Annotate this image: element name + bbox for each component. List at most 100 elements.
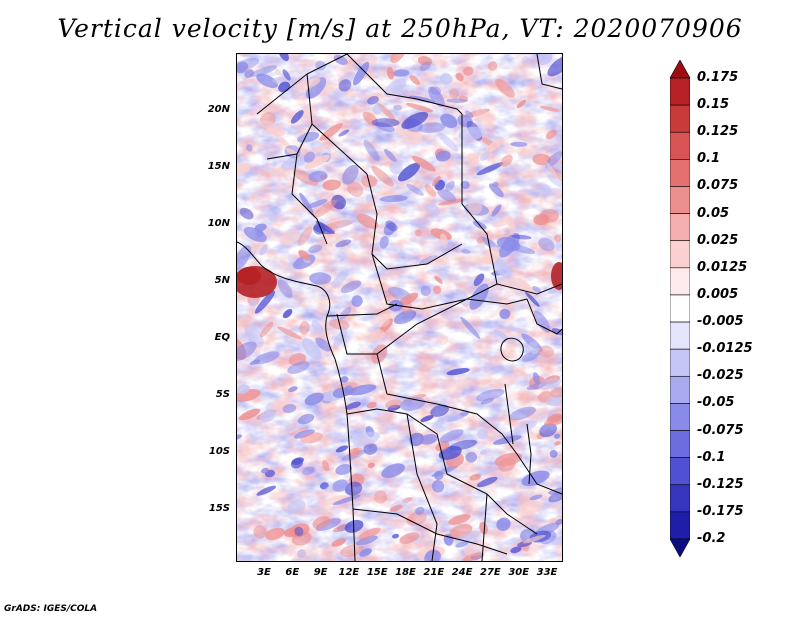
velocity-blob bbox=[332, 494, 361, 506]
velocity-blob bbox=[419, 433, 438, 445]
lake-malawi bbox=[526, 423, 532, 485]
velocity-blob bbox=[333, 329, 347, 349]
velocity-blob bbox=[495, 78, 515, 98]
velocity-blob bbox=[353, 61, 370, 86]
velocity-blob bbox=[297, 226, 313, 247]
colorbar-label: -0.1 bbox=[697, 449, 726, 465]
velocity-blob bbox=[480, 397, 494, 405]
velocity-blob bbox=[419, 61, 431, 72]
lat-label-5n: 5N bbox=[214, 275, 230, 286]
velocity-blob bbox=[274, 69, 281, 76]
velocity-blob bbox=[340, 543, 364, 558]
velocity-blob bbox=[256, 73, 278, 88]
velocity-blob bbox=[246, 144, 253, 152]
velocity-blob bbox=[280, 229, 300, 246]
colorbar-segment bbox=[670, 430, 690, 458]
colorbar-label: -0.005 bbox=[697, 314, 744, 330]
lon-label-12e: 12E bbox=[338, 567, 360, 578]
velocity-blob bbox=[408, 95, 436, 103]
velocity-blob bbox=[299, 321, 310, 335]
velocity-blob bbox=[315, 220, 335, 235]
velocity-blob bbox=[409, 432, 424, 447]
colorbar-label: -0.075 bbox=[697, 422, 744, 438]
velocity-blob bbox=[368, 329, 385, 342]
colorbar-segment bbox=[670, 131, 690, 160]
velocity-blob bbox=[363, 139, 380, 162]
velocity-blob bbox=[325, 220, 353, 229]
velocity-blob bbox=[424, 203, 441, 217]
lat-label-5s: 5S bbox=[215, 389, 230, 400]
velocity-blob bbox=[537, 54, 553, 66]
velocity-blob bbox=[496, 517, 511, 531]
velocity-blob bbox=[553, 433, 561, 439]
velocity-blob bbox=[300, 432, 323, 444]
colorbar-label: -0.0125 bbox=[697, 341, 753, 357]
velocity-blob bbox=[342, 164, 359, 185]
velocity-blob bbox=[304, 154, 330, 170]
colorbar-segment bbox=[670, 511, 690, 540]
velocity-blob bbox=[259, 321, 274, 338]
velocity-blob bbox=[521, 132, 531, 141]
velocity-blob bbox=[510, 546, 522, 554]
velocity-blob bbox=[338, 79, 352, 92]
velocity-blob bbox=[305, 77, 327, 99]
velocity-blob bbox=[303, 151, 316, 163]
colorbar-label: 0.1 bbox=[697, 151, 721, 167]
velocity-blob bbox=[460, 249, 471, 254]
velocity-blob bbox=[359, 548, 372, 557]
velocity-blob bbox=[405, 103, 434, 113]
velocity-blob bbox=[271, 161, 278, 167]
velocity-blob bbox=[432, 285, 442, 294]
velocity-blob bbox=[291, 457, 304, 465]
velocity-blob bbox=[460, 180, 470, 190]
velocity-blob bbox=[312, 516, 331, 529]
velocity-blob bbox=[253, 525, 267, 539]
velocity-blob bbox=[337, 217, 356, 227]
velocity-blob bbox=[315, 60, 327, 71]
velocity-blobs bbox=[237, 54, 562, 561]
velocity-blob bbox=[344, 385, 354, 395]
colorbar-segment bbox=[670, 104, 690, 133]
velocity-blob bbox=[384, 148, 397, 163]
velocity-blob bbox=[301, 107, 319, 119]
velocity-blob bbox=[498, 457, 516, 472]
velocity-blob bbox=[383, 78, 407, 97]
velocity-blob bbox=[549, 386, 562, 398]
velocity-blob bbox=[371, 118, 400, 128]
colorbar-label: 0.05 bbox=[697, 205, 730, 221]
velocity-blob bbox=[256, 229, 264, 238]
colorbar-top-triangle bbox=[670, 60, 690, 79]
colorbar-label: -0.025 bbox=[697, 368, 744, 384]
velocity-blob bbox=[433, 470, 444, 481]
coastline bbox=[237, 241, 356, 561]
velocity-blob bbox=[447, 383, 463, 397]
velocity-blob bbox=[504, 326, 528, 333]
velocity-blob bbox=[257, 120, 284, 132]
velocity-blob bbox=[531, 347, 541, 355]
velocity-blob bbox=[332, 479, 349, 492]
velocity-blob bbox=[439, 73, 453, 85]
velocity-blob bbox=[393, 104, 403, 111]
velocity-blob bbox=[532, 285, 541, 293]
velocity-blob bbox=[273, 207, 281, 213]
velocity-blob bbox=[292, 548, 319, 561]
velocity-blob bbox=[438, 132, 459, 152]
velocity-blob bbox=[549, 449, 558, 458]
velocity-blob bbox=[292, 169, 319, 186]
velocity-blob bbox=[420, 415, 434, 423]
colorbar-label: -0.125 bbox=[697, 476, 744, 492]
velocity-blob bbox=[399, 532, 420, 544]
velocity-blob bbox=[301, 337, 322, 360]
velocity-blob bbox=[474, 468, 495, 477]
velocity-blob bbox=[306, 199, 328, 209]
velocity-blob bbox=[351, 295, 363, 307]
velocity-blob bbox=[555, 518, 562, 525]
lat-label-20n: 20N bbox=[207, 104, 230, 115]
velocity-blob bbox=[333, 55, 348, 65]
velocity-blob bbox=[389, 161, 403, 175]
velocity-blob bbox=[467, 200, 483, 215]
colorbar-bottom-triangle bbox=[670, 538, 690, 557]
velocity-blob bbox=[237, 61, 249, 74]
velocity-blob bbox=[358, 527, 381, 540]
velocity-blob bbox=[419, 255, 438, 265]
